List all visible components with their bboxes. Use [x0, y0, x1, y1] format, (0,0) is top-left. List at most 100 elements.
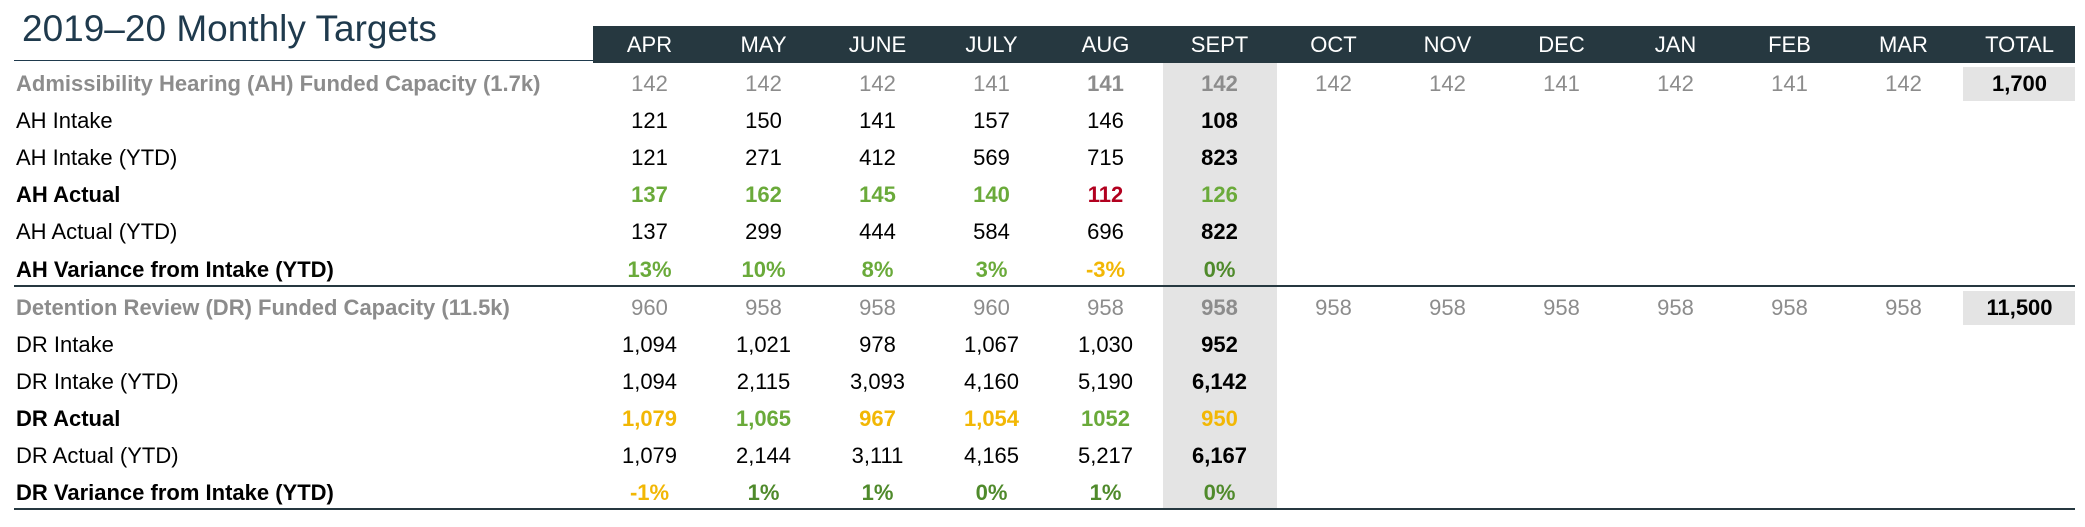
- column-header-feb: FEB: [1768, 32, 1811, 57]
- table-cell: 141: [1543, 71, 1580, 96]
- column-header-may: MAY: [740, 32, 787, 57]
- table-cell: 715: [1087, 145, 1124, 170]
- table-cell: 958: [1657, 295, 1694, 320]
- ah-total-highlight: [1963, 67, 2075, 101]
- table-cell: 142: [1429, 71, 1466, 96]
- table-cell: 121: [631, 145, 668, 170]
- row-label: DR Variance from Intake (YTD): [16, 480, 334, 505]
- table-cell: 958: [1543, 295, 1580, 320]
- table-cell: 958: [745, 295, 782, 320]
- table-cell: 142: [1201, 71, 1238, 96]
- table-cell: 1,079: [621, 443, 678, 468]
- table-cell: 137: [631, 219, 668, 244]
- table-cell: 3%: [975, 257, 1008, 282]
- table-cell: 137: [631, 182, 668, 207]
- table-cell: 141: [1771, 71, 1808, 96]
- section-divider: [14, 285, 2075, 287]
- ah-actual-ytd-row: AH Actual (YTD) 137 299 444 584 696 822: [0, 213, 2085, 250]
- dr-actual-ytd-row: DR Actual (YTD) 1,079 2,144 3,111 4,165 …: [0, 437, 2085, 474]
- table-cell: 444: [859, 219, 896, 244]
- table-cell: 157: [973, 108, 1010, 133]
- row-label: DR Actual: [16, 406, 121, 431]
- table-cell: 4,165: [963, 443, 1020, 468]
- table-cell: 958: [1087, 295, 1124, 320]
- table-cell: 5,190: [1077, 369, 1134, 394]
- table-cell: 1%: [747, 480, 780, 505]
- table-cell: 1,054: [963, 406, 1020, 431]
- dr-actual-row: DR Actual 1,079 1,065 967 1,054 1052 950: [0, 400, 2085, 437]
- table-cell: 142: [859, 71, 896, 96]
- table-cell: 141: [973, 71, 1010, 96]
- table-cell: 299: [745, 219, 782, 244]
- dr-intake-ytd-row: DR Intake (YTD) 1,094 2,115 3,093 4,160 …: [0, 363, 2085, 400]
- column-header-mar: MAR: [1879, 32, 1928, 57]
- column-header-july: JULY: [965, 32, 1018, 57]
- column-header-total: TOTAL: [1985, 32, 2054, 57]
- row-label: DR Intake (YTD): [16, 369, 179, 394]
- ah-capacity-row: Admissibility Hearing (AH) Funded Capaci…: [0, 65, 2085, 102]
- table-cell: 978: [859, 332, 896, 357]
- column-header-apr: APR: [626, 32, 673, 57]
- table-cell: 3,093: [849, 369, 906, 394]
- table-cell: 960: [631, 295, 668, 320]
- table-cell: 958: [1315, 295, 1352, 320]
- table-cell: 4,160: [963, 369, 1020, 394]
- row-label: DR Actual (YTD): [16, 443, 179, 468]
- table-cell: 142: [745, 71, 782, 96]
- table-cell: 13%: [627, 257, 672, 282]
- table-cell: 142: [1657, 71, 1694, 96]
- table-cell: 952: [1201, 332, 1238, 357]
- row-label: AH Intake: [16, 108, 113, 133]
- dr-capacity-row: Detention Review (DR) Funded Capacity (1…: [0, 289, 2085, 326]
- table-cell: 960: [973, 295, 1010, 320]
- table-cell: 569: [973, 145, 1010, 170]
- table-cell: 0%: [1203, 257, 1236, 282]
- table-cell: 1,065: [735, 406, 792, 431]
- table-cell: 958: [1429, 295, 1466, 320]
- dr-intake-row: DR Intake 1,094 1,021 978 1,067 1,030 95…: [0, 326, 2085, 363]
- row-label: Detention Review (DR) Funded Capacity (1…: [16, 295, 510, 320]
- row-label: AH Variance from Intake (YTD): [16, 257, 334, 282]
- table-cell: 412: [859, 145, 896, 170]
- table-cell: 0%: [975, 480, 1008, 505]
- row-label: AH Actual: [16, 182, 121, 207]
- page-title: 2019–20 Monthly Targets: [22, 8, 437, 49]
- table-cell: 1,094: [621, 369, 678, 394]
- column-header-oct: OCT: [1310, 32, 1357, 57]
- column-header-dec: DEC: [1538, 32, 1585, 57]
- table-cell: 121: [631, 108, 668, 133]
- table-cell: 696: [1087, 219, 1124, 244]
- column-header-aug: AUG: [1081, 32, 1130, 57]
- table-cell: 142: [631, 71, 668, 96]
- table-cell: 1%: [1089, 480, 1122, 505]
- table-cell: -3%: [1085, 257, 1126, 282]
- table-cell: 584: [973, 219, 1010, 244]
- table-cell: 1,021: [735, 332, 792, 357]
- table-cell: 958: [1885, 295, 1922, 320]
- table-cell: 2,144: [735, 443, 792, 468]
- column-header-nov: NOV: [1423, 32, 1472, 57]
- table-cell: 950: [1201, 406, 1238, 431]
- column-header-bar: [593, 26, 2075, 63]
- table-cell: 10%: [741, 257, 786, 282]
- table-cell: 142: [1885, 71, 1922, 96]
- row-label: AH Intake (YTD): [16, 145, 178, 170]
- dr-total-highlight: [1963, 291, 2075, 325]
- table-cell: 967: [859, 406, 896, 431]
- total-cell: 1,700: [1991, 71, 2048, 96]
- table-cell: 823: [1201, 145, 1238, 170]
- ah-actual-row: AH Actual 137 162 145 140 112 126: [0, 176, 2085, 213]
- table-cell: 6,167: [1191, 443, 1248, 468]
- table-cell: 141: [859, 108, 896, 133]
- table-cell: 142: [1315, 71, 1352, 96]
- column-header-jan: JAN: [1654, 32, 1697, 57]
- row-label: DR Intake: [16, 332, 114, 357]
- table-cell: 5,217: [1077, 443, 1134, 468]
- table-cell: 1,030: [1077, 332, 1134, 357]
- table-cell: 958: [1771, 295, 1808, 320]
- table-cell: 1,067: [963, 332, 1020, 357]
- dr-variance-row: DR Variance from Intake (YTD) -1% 1% 1% …: [0, 474, 2085, 511]
- table-cell: 1%: [861, 480, 894, 505]
- table-bottom-rule: [14, 508, 2075, 510]
- table-cell: 140: [973, 182, 1010, 207]
